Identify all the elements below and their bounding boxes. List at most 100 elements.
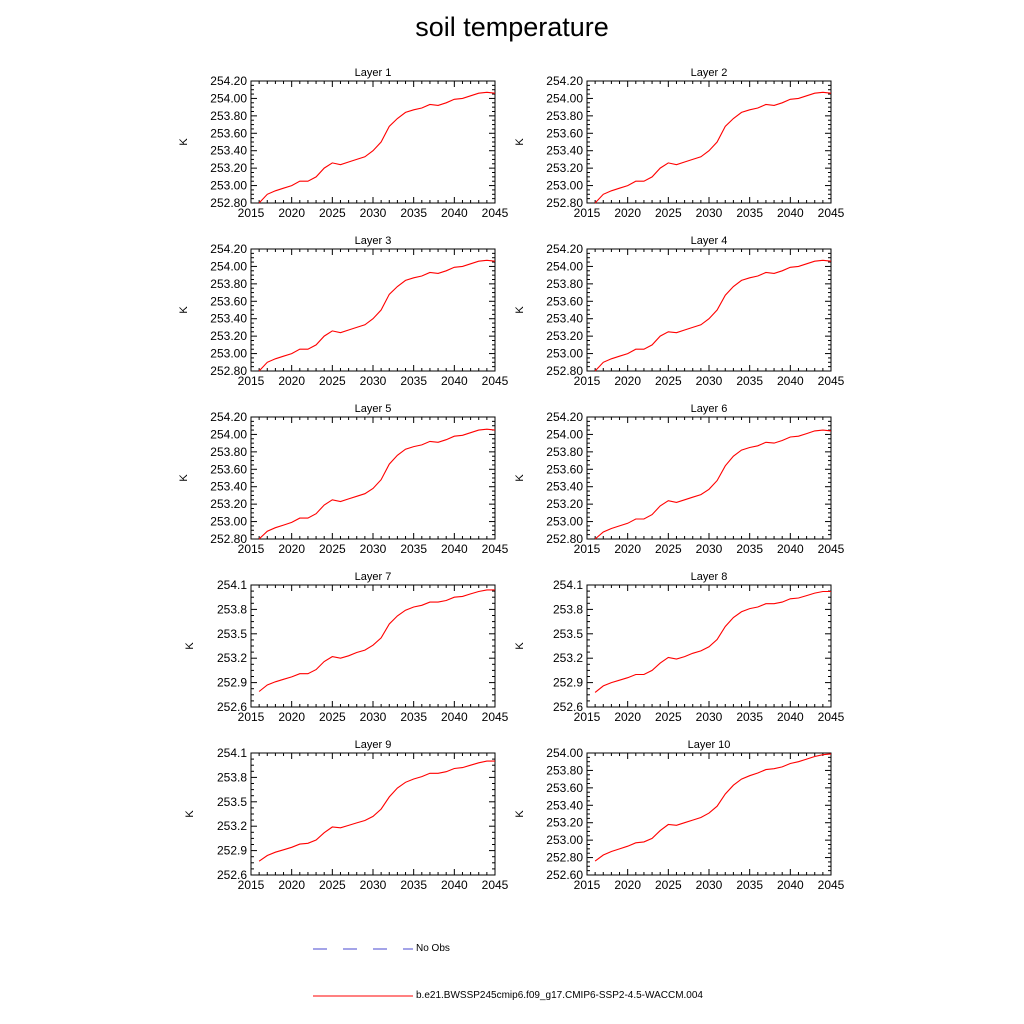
y-tick-label: 253.8: [217, 770, 247, 784]
y-tick-label: 253.40: [546, 480, 583, 494]
x-tick-label: 2040: [777, 542, 804, 556]
panel-title: Layer 2: [691, 67, 728, 79]
y-tick-label: 253.80: [546, 109, 583, 123]
panel-layer-10: Layer 10 K 2015 2020 2025 2030 2035 2040 2045 252…: [514, 739, 845, 892]
y-tick-label: 253.00: [210, 515, 247, 529]
x-tick-label: 2025: [655, 878, 682, 892]
y-tick-label: 254.1: [553, 578, 583, 592]
plot-frame: [250, 752, 496, 876]
series-line-model: [258, 428, 496, 540]
y-tick-label: 253.40: [210, 480, 247, 494]
x-tick-label: 2020: [278, 374, 305, 388]
series-line-model: [594, 753, 832, 862]
y-tick-label: 253.60: [210, 126, 247, 140]
x-tick-label: 2040: [441, 878, 468, 892]
y-axis-label: K: [514, 138, 526, 146]
y-tick-label: 253.20: [546, 329, 583, 343]
panel-layer-8: Layer 8 K 2015 2020 2025 2030 2035 2040 2045 252.…: [514, 571, 845, 724]
x-tick-label: 2020: [278, 710, 305, 724]
y-tick-label: 253.80: [210, 277, 247, 291]
y-tick-label: 253.80: [210, 109, 247, 123]
plot-frame: [250, 584, 496, 708]
y-tick-label: 253.20: [546, 497, 583, 511]
y-tick-label: 254.20: [546, 242, 583, 256]
y-tick-label: 253.40: [546, 798, 583, 812]
y-tick-label: 254.00: [210, 427, 247, 441]
x-tick-label: 2035: [736, 710, 763, 724]
panel-layer-3: Layer 3 K 2015 2020 2025 2030 2035 2040 2045 252.…: [178, 235, 509, 388]
x-tick-label: 2045: [482, 206, 509, 220]
y-tick-label: 252.80: [210, 364, 247, 378]
x-tick-label: 2035: [400, 710, 427, 724]
panel-title: Layer 5: [355, 403, 392, 415]
x-tick-label: 2025: [319, 374, 346, 388]
y-tick-label: 254.20: [210, 410, 247, 424]
y-axis-label: K: [514, 642, 526, 650]
panel-title: Layer 3: [355, 235, 392, 247]
series-line-model: [258, 589, 495, 692]
y-tick-label: 252.6: [217, 700, 247, 714]
y-tick-label: 253.20: [210, 161, 247, 175]
panel-layer-7: Layer 7 K 2015 2020 2025 2030 2035 2040 2045 252.…: [184, 571, 509, 724]
y-tick-label: 253.00: [210, 347, 247, 361]
x-tick-label: 2040: [777, 878, 804, 892]
panel-title: Layer 6: [691, 403, 728, 415]
x-tick-label: 2015: [574, 878, 601, 892]
y-tick-label: 254.00: [546, 427, 583, 441]
x-tick-label: 2015: [238, 878, 265, 892]
y-tick-label: 253.20: [546, 816, 583, 830]
x-tick-label: 2020: [614, 374, 641, 388]
x-tick-label: 2045: [818, 206, 845, 220]
x-tick-label: 2020: [614, 710, 641, 724]
y-tick-label: 254.20: [546, 410, 583, 424]
x-tick-label: 2040: [777, 710, 804, 724]
legend-obs-label: No Obs: [416, 943, 450, 954]
x-tick-label: 2030: [360, 878, 387, 892]
y-tick-label: 253.80: [546, 445, 583, 459]
y-tick-label: 253.8: [217, 602, 247, 616]
x-tick-label: 2040: [777, 206, 804, 220]
x-tick-label: 2035: [736, 374, 763, 388]
y-tick-label: 254.00: [546, 746, 583, 760]
y-tick-label: 254.20: [210, 242, 247, 256]
x-tick-label: 2040: [777, 374, 804, 388]
x-tick-label: 2045: [818, 878, 845, 892]
x-tick-label: 2030: [696, 542, 723, 556]
y-tick-label: 253.60: [546, 781, 583, 795]
y-tick-label: 253.5: [217, 627, 247, 641]
x-tick-label: 2025: [655, 710, 682, 724]
x-tick-label: 2020: [278, 878, 305, 892]
y-tick-label: 253.2: [217, 651, 247, 665]
series-line-model: [594, 259, 832, 372]
y-tick-label: 252.9: [217, 844, 247, 858]
legend: [313, 948, 413, 997]
y-tick-label: 253.60: [546, 126, 583, 140]
y-tick-label: 252.80: [210, 196, 247, 210]
y-tick-label: 253.60: [546, 462, 583, 476]
y-tick-label: 252.6: [217, 868, 247, 882]
x-tick-label: 2025: [655, 542, 682, 556]
x-tick-label: 2045: [818, 374, 845, 388]
plot-frame: [586, 752, 832, 876]
x-tick-label: 2015: [574, 206, 601, 220]
x-tick-label: 2035: [400, 878, 427, 892]
panel-title: Layer 4: [691, 235, 728, 247]
y-tick-label: 253.2: [553, 651, 583, 665]
y-tick-label: 254.00: [210, 259, 247, 273]
panel-layer-4: Layer 4 K 2015 2020 2025 2030 2035 2040 2045 252.…: [514, 235, 845, 388]
panel-title: Layer 9: [355, 739, 392, 751]
y-tick-label: 253.8: [553, 602, 583, 616]
series-line-model: [258, 91, 496, 204]
y-tick-label: 252.9: [553, 676, 583, 690]
x-tick-label: 2045: [482, 710, 509, 724]
y-tick-label: 252.80: [546, 532, 583, 546]
y-axis-label: K: [514, 810, 526, 818]
y-tick-label: 253.80: [210, 445, 247, 459]
x-tick-label: 2035: [736, 206, 763, 220]
x-tick-label: 2045: [482, 374, 509, 388]
y-tick-label: 253.40: [210, 312, 247, 326]
x-tick-label: 2025: [319, 710, 346, 724]
series-line-model: [594, 590, 831, 693]
series-line-model: [258, 760, 495, 862]
x-tick-label: 2040: [441, 710, 468, 724]
